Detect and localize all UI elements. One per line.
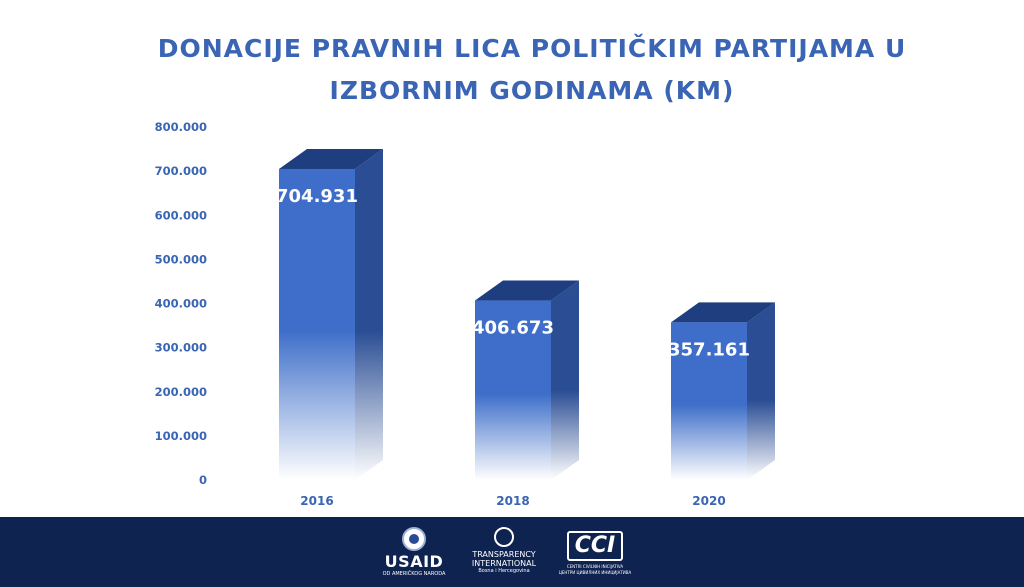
y-tick-label: 500.000 — [155, 252, 207, 266]
ti-name-line-2: INTERNATIONAL — [471, 559, 537, 568]
y-tick-label: 100.000 — [155, 429, 207, 443]
cci-name: CCI — [567, 531, 623, 561]
cci-subtitle-latin: CENTRI CIVILNIH INICIJATIVA — [566, 564, 624, 569]
x-tick-label: 2020 — [692, 494, 725, 508]
bar — [671, 322, 747, 480]
transparency-international-logo: TRANSPARENCY INTERNATIONAL Bosna i Herce… — [464, 527, 544, 575]
y-tick-label: 0 — [199, 473, 207, 487]
y-tick-label: 800.000 — [155, 120, 207, 134]
cci-subtitle-cyrillic: ЦЕНТРИ ЦИВИЛНИХ ИНИЦИЈАТИВА — [558, 570, 632, 575]
bar-top — [671, 302, 775, 323]
x-axis: 2016 2018 2020 — [300, 494, 725, 508]
bar-side — [747, 302, 775, 480]
y-tick-label: 600.000 — [155, 208, 207, 222]
chart-title-line-1: DONACIJE PRAVNIH LICA POLITIČKIM PARTIJA… — [157, 34, 907, 63]
chart-title-line-2: IZBORNIM GODINAMA (KM) — [329, 76, 735, 105]
usaid-seal-icon — [402, 527, 426, 551]
x-tick-label: 2018 — [496, 494, 529, 508]
bar-top — [279, 148, 383, 169]
y-tick-label: 200.000 — [155, 385, 207, 399]
footer-bar: USAID OD AMERIČKOG NARODA TRANSPARENCY I… — [0, 517, 1024, 587]
x-tick-label: 2016 — [300, 494, 333, 508]
y-axis: 0 100.000 200.000 300.000 400.000 500.000 600.… — [155, 120, 207, 487]
ti-subtitle: Bosna i Hercegovina — [478, 568, 530, 574]
bar — [279, 168, 355, 480]
bar — [475, 300, 551, 480]
ti-name-line-1: TRANSPARENCY — [472, 550, 536, 559]
chart-title: DONACIJE PRAVNIH LICA POLITIČKIM PARTIJA… — [0, 28, 1024, 112]
y-tick-label: 700.000 — [155, 164, 207, 178]
usaid-tagline: OD AMERIČKOG NARODA — [382, 571, 446, 577]
globe-icon — [494, 527, 514, 547]
y-tick-label: 400.000 — [155, 297, 207, 311]
bar-value-label: 704.931 — [276, 186, 358, 207]
bar-chart: 0 100.000 200.000 300.000 400.000 500.000 600.… — [155, 120, 775, 508]
bar-value-label: 357.161 — [668, 339, 750, 360]
bars: 704.931 406.673 357.161 — [276, 148, 775, 480]
bar-side — [551, 280, 579, 480]
bar-side — [355, 148, 383, 480]
cci-logo: CCI CENTRI CIVILNIH INICIJATIVA ЦЕНТРИ Ц… — [556, 531, 634, 576]
usaid-logo: USAID OD AMERIČKOG NARODA — [374, 527, 454, 578]
bar-top — [475, 280, 579, 301]
bar-value-label: 406.673 — [472, 318, 554, 339]
usaid-name: USAID — [384, 552, 444, 571]
y-tick-label: 300.000 — [155, 341, 207, 355]
